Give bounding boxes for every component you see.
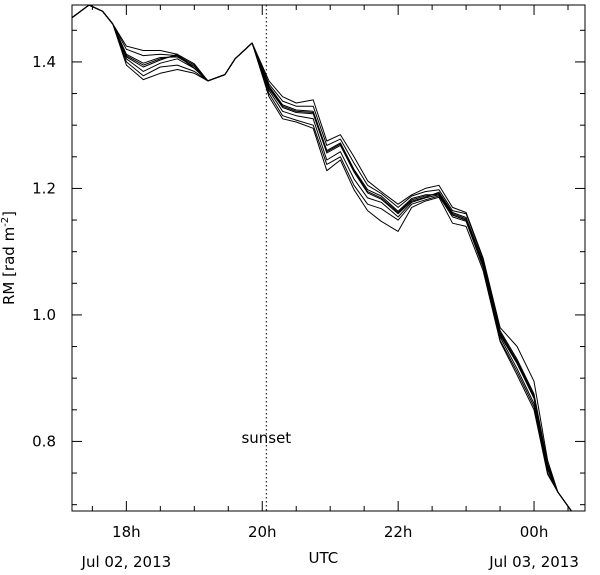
date-label-right: Jul 03, 2013 [488,553,579,571]
series-line-7 [72,5,585,511]
x-tick-label-0: 18h [112,523,141,541]
sunset-annotation: sunset [241,429,291,447]
series-line-8 [72,5,585,511]
x-tick-label-1: 20h [248,523,277,541]
y-tick-label-1: 1.0 [32,306,56,324]
series-layer [72,5,585,511]
date-label-left: Jul 02, 2013 [81,553,172,571]
axes-layer: 18h 20h 22h 00h 0.8 1.0 1.2 1.4 [32,5,585,541]
series-line-5 [72,5,585,511]
y-tick-label-3: 1.4 [32,53,56,71]
series-line-4 [72,5,585,511]
series-line-1 [72,5,585,511]
plot-frame [72,5,585,511]
x-axis-label: UTC [309,549,339,567]
x-tick-label-2: 22h [384,523,413,541]
series-line-2 [72,5,585,511]
series-line-6 [72,5,585,511]
y-axis-label: RM [rad m-2] [0,211,18,305]
y-axis-label-superscript: -2 [0,217,11,227]
y-tick-label-0: 0.8 [32,432,56,450]
y-tick-label-2: 1.2 [32,179,56,197]
x-tick-label-3: 00h [520,523,549,541]
series-line-3 [72,5,585,511]
y-axis-label-main: RM [rad m [0,227,18,305]
y-axis-label-close: ] [0,211,18,217]
